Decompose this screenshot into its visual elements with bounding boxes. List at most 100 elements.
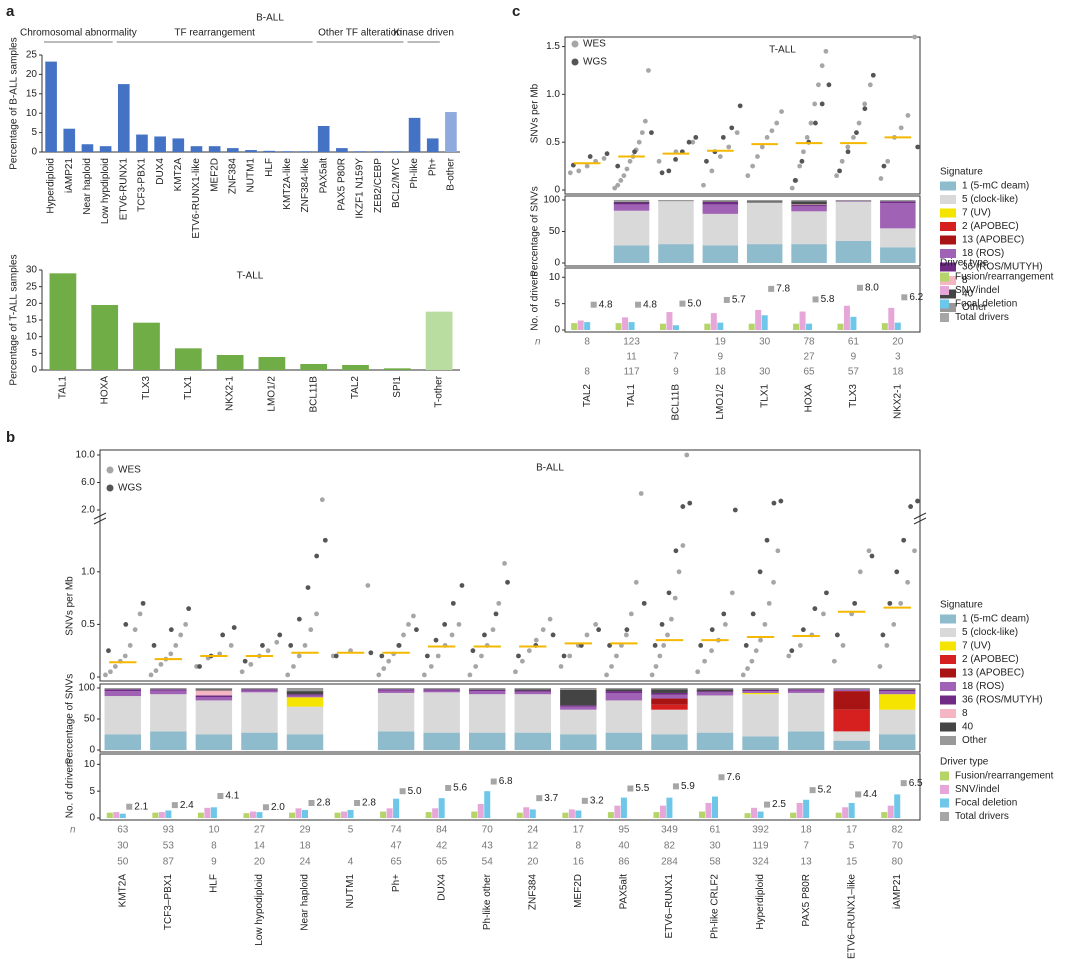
legend-swatch [940,641,956,651]
point [721,611,727,617]
stack-segment [286,688,324,692]
n-count: 9 [851,352,857,363]
stack-segment [879,709,916,735]
n-count: 42 [436,841,448,852]
stack-segment [241,688,278,690]
point [743,643,749,648]
driver-bar [843,305,850,330]
point [197,664,202,669]
panel-label: a [6,3,15,20]
point [792,178,798,183]
n-count: 53 [163,841,175,852]
point [624,627,630,633]
point [709,168,715,174]
x-tick-label: TCF3–PBX1 [163,874,174,931]
driver-bar [243,813,250,818]
axis-break [913,512,927,520]
stack-segment [651,694,688,699]
driver-bar [842,807,849,818]
n-count: 123 [623,337,640,348]
n-count: 11 [626,352,637,363]
driver-bar [748,323,755,330]
point [123,622,129,627]
stack-segment [423,732,460,750]
bar [81,144,94,152]
legend-label: 2 (APOBEC) [962,654,1019,665]
legend-swatch [940,272,949,282]
stack-segment [613,202,650,205]
stack-segment [195,688,233,690]
point [867,82,873,88]
legend-label: 18 (ROS) [962,248,1004,259]
stack-segment [880,203,916,229]
bar [426,138,439,152]
point [831,658,837,664]
x-tick-label: TAL1 [626,384,637,408]
stack-segment [746,244,783,263]
stack-segment [514,732,551,750]
driver-bar [256,812,263,818]
point [368,650,374,656]
driver-bar [562,812,569,818]
point [877,664,883,669]
value-label: 5.0 [408,786,422,797]
point [108,669,113,675]
x-tick-label: HLF [264,158,275,177]
x-tick-label: MEF2D [573,874,584,908]
driver-bar [210,807,217,818]
point [609,664,614,669]
stack-segment [613,200,650,202]
point [482,632,487,638]
point [604,672,609,678]
n-count: 43 [482,841,494,852]
point [604,151,610,157]
point [665,632,670,638]
value-label: 3.7 [544,793,558,804]
point [837,168,842,174]
point [684,452,690,458]
stack-segment [613,201,650,203]
point [496,600,502,606]
driver-bar [393,798,400,818]
stack-segment [605,692,643,701]
bar [372,151,385,152]
bar [227,148,239,152]
driver-bar [568,809,575,818]
n-count: 17 [573,825,585,836]
stack-segment [702,201,739,202]
y-tick-label: 5 [31,348,37,359]
point [672,595,678,601]
stack-segment [560,706,597,710]
stack-segment [195,690,233,696]
bar [133,322,160,370]
point [547,616,553,622]
point [653,664,659,669]
point [314,611,319,617]
point [852,600,858,606]
driver-bar [334,812,341,818]
x-tick-label: IKZF1 N159Y [355,158,366,219]
x-tick-label: NUTM1 [246,158,257,193]
point [302,643,308,648]
stack-segment [469,691,506,695]
driver-bar [887,805,894,818]
n-count: 93 [163,825,175,836]
stack-segment [241,690,278,693]
point [449,632,455,638]
point [127,643,133,648]
total-marker [679,300,686,307]
x-tick-label: PAX5 P80R [801,874,812,927]
x-tick-label: Ph+ [427,158,438,176]
driver-bar [152,812,159,818]
bar [63,128,76,152]
value-label: 2.8 [317,798,331,809]
point [912,34,918,40]
point [666,168,672,174]
point [680,504,686,509]
point [698,643,704,648]
n-count: 57 [848,367,860,378]
point [862,101,868,107]
y-tick-label: 0 [31,147,37,158]
bar [445,112,457,152]
point [639,130,645,136]
